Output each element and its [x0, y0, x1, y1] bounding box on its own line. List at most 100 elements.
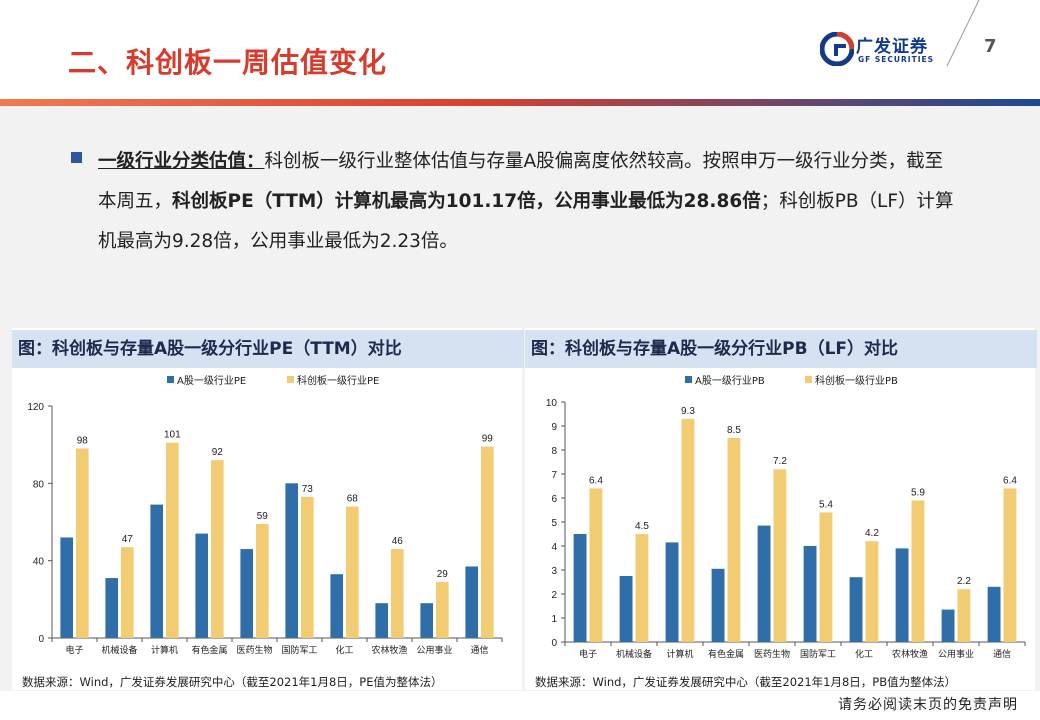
- pb-data-label: 5.9: [911, 487, 925, 498]
- pb-y-tick-label: 6: [551, 494, 557, 505]
- pb-bar-a-share: [987, 586, 1001, 642]
- pb-y-tick-label: 1: [551, 614, 557, 625]
- pe-bar-star-market: [256, 523, 269, 638]
- pe-bar-star-market: [211, 460, 224, 638]
- pb-x-tick-label: 电子: [579, 648, 597, 660]
- pe-bar-star-market: [301, 496, 314, 638]
- pb-data-label: 4.5: [635, 521, 649, 532]
- pb-x-tick-label: 公用事业: [938, 648, 974, 660]
- pb-x-tick-label: 农林牧渔: [892, 648, 928, 660]
- pb-bar-star-market: [589, 488, 603, 642]
- pb-bar-star-market: [957, 589, 971, 642]
- disclaimer-text: 请务必阅读末页的免责声明: [838, 697, 1018, 713]
- pb-data-label: 9.3: [681, 406, 695, 417]
- pb-y-tick-label: 2: [551, 590, 557, 601]
- pb-bar-star-market: [635, 534, 649, 642]
- pe-legend-swatch: [167, 376, 174, 383]
- pb-data-label: 5.4: [819, 499, 833, 510]
- pb-bar-star-market: [865, 541, 879, 642]
- pe-legend-label: 科创板一级行业PE: [297, 374, 379, 387]
- pb-bar-a-share: [757, 525, 771, 642]
- logo-text-cn: 广发证券: [856, 37, 928, 57]
- pb-x-tick-label: 有色金属: [708, 648, 744, 660]
- pe-x-tick-label: 计算机: [151, 644, 178, 656]
- pe-chart-title: 图：科创板与存量A股一级分行业PE（TTM）对比: [12, 330, 524, 368]
- pe-x-tick-label: 机械设备: [101, 644, 137, 656]
- bullet-text-bold: 科创板PE（TTM）计算机最高为101.17倍，公用事业最低为28.86倍: [172, 191, 761, 212]
- pb-y-tick-label: 3: [551, 566, 557, 577]
- pb-bar-a-share: [895, 548, 909, 642]
- pb-chart-panel: 图：科创板与存量A股一级分行业PB（LF）对比 0 1 2 3 4 5 6 7 8 9 10 电子 6.…: [525, 328, 1037, 690]
- pb-y-tick-label: 7: [551, 470, 557, 481]
- pe-bar-a-share: [195, 533, 208, 638]
- pb-bar-a-share: [803, 546, 817, 642]
- pb-legend-swatch: [685, 376, 692, 383]
- header-divider: [946, 0, 980, 67]
- page-number: 7: [984, 36, 997, 57]
- pe-x-tick-label: 电子: [65, 644, 83, 656]
- pb-bar-a-share: [573, 534, 587, 642]
- pb-y-tick-label: 5: [551, 518, 557, 529]
- pb-x-tick-label: 通信: [993, 648, 1011, 660]
- pe-data-label: 98: [77, 436, 89, 447]
- pe-bar-a-share: [105, 578, 118, 638]
- pb-data-label: 2.2: [957, 576, 971, 587]
- pe-data-label: 46: [392, 536, 404, 547]
- pe-y-tick-label: 40: [33, 557, 45, 568]
- pe-data-label: 99: [482, 434, 494, 445]
- pe-bar-star-market: [76, 448, 89, 638]
- gf-securities-logo: 广发证券 GF SECURITIES: [820, 30, 950, 70]
- pb-data-label: 7.2: [773, 456, 787, 467]
- pe-x-tick-label: 国防军工: [281, 644, 317, 656]
- pb-bar-star-market: [773, 469, 787, 642]
- pe-x-tick-label: 化工: [335, 644, 353, 656]
- pe-data-label: 92: [212, 447, 224, 458]
- page-title: 二、科创板一周估值变化: [68, 46, 388, 79]
- pe-chart-source: 数据来源：Wind，广发证券发展研究中心（截至2021年1月8日，PE值为整体法…: [22, 675, 443, 689]
- pb-data-label: 4.2: [865, 528, 879, 539]
- pb-data-label: 8.5: [727, 425, 741, 436]
- pe-bar-star-market: [436, 581, 449, 638]
- pb-bar-a-share: [941, 609, 955, 642]
- pe-bar-chart: 0 40 80 120 电子 98 机械设备 47 计算机 101 有色金属 92 医药生物 59 国防军工…: [27, 374, 503, 656]
- pe-bar-a-share: [60, 537, 73, 638]
- pe-data-label: 68: [347, 494, 359, 505]
- pb-bar-star-market: [819, 512, 833, 642]
- pb-data-label: 6.4: [1003, 475, 1017, 486]
- pb-x-tick-label: 计算机: [666, 648, 693, 660]
- pb-legend-label: A股一级行业PB: [695, 374, 765, 387]
- header-rule: [0, 99, 1040, 106]
- pb-bar-star-market: [681, 418, 695, 642]
- pe-x-tick-label: 有色金属: [191, 644, 227, 656]
- pe-bar-star-market: [346, 506, 359, 638]
- pb-bar-star-market: [1003, 488, 1017, 642]
- pb-y-tick-label: 4: [551, 542, 557, 553]
- pe-x-tick-label: 通信: [470, 644, 488, 656]
- pe-x-tick-label: 公用事业: [416, 644, 452, 656]
- pe-x-tick-label: 农林牧渔: [371, 644, 407, 656]
- pb-bar-star-market: [911, 500, 925, 642]
- pb-bar-a-share: [711, 568, 725, 642]
- pb-bar-a-share: [619, 576, 633, 642]
- pe-bar-a-share: [150, 504, 163, 638]
- pb-x-tick-label: 国防军工: [800, 648, 836, 660]
- pe-bar-star-market: [121, 547, 134, 638]
- pb-chart-title: 图：科创板与存量A股一级分行业PB（LF）对比: [525, 330, 1037, 368]
- pe-bar-star-market: [166, 442, 179, 638]
- pb-bar-a-share: [849, 577, 863, 642]
- pb-legend-label: 科创板一级行业PB: [815, 374, 898, 387]
- pb-data-label: 6.4: [589, 475, 603, 486]
- pe-legend-swatch: [287, 376, 294, 383]
- pe-bar-a-share: [330, 574, 343, 638]
- pe-y-tick-label: 80: [33, 479, 45, 490]
- pb-y-tick-label: 8: [551, 446, 557, 457]
- pb-bar-chart: 0 1 2 3 4 5 6 7 8 9 10 电子 6.4 机械设备 4.5 计算机 9.3 有色金属 8.5 医药生…: [546, 374, 1026, 660]
- pe-bar-a-share: [285, 483, 298, 638]
- logo-text-en: GF SECURITIES: [858, 55, 935, 64]
- pe-chart-panel: 图：科创板与存量A股一级分行业PE（TTM）对比 0 40 80 120 电子 98 机械设…: [12, 328, 524, 690]
- pe-data-label: 59: [257, 511, 269, 522]
- pe-data-label: 101: [164, 430, 181, 441]
- bullet-text-2: ；科创板PB（LF）计算机最高为9.28倍，公用事业最低为2.23倍。: [98, 191, 954, 252]
- pe-y-tick-label: 0: [38, 634, 44, 645]
- pe-x-tick-label: 医药生物: [236, 644, 272, 656]
